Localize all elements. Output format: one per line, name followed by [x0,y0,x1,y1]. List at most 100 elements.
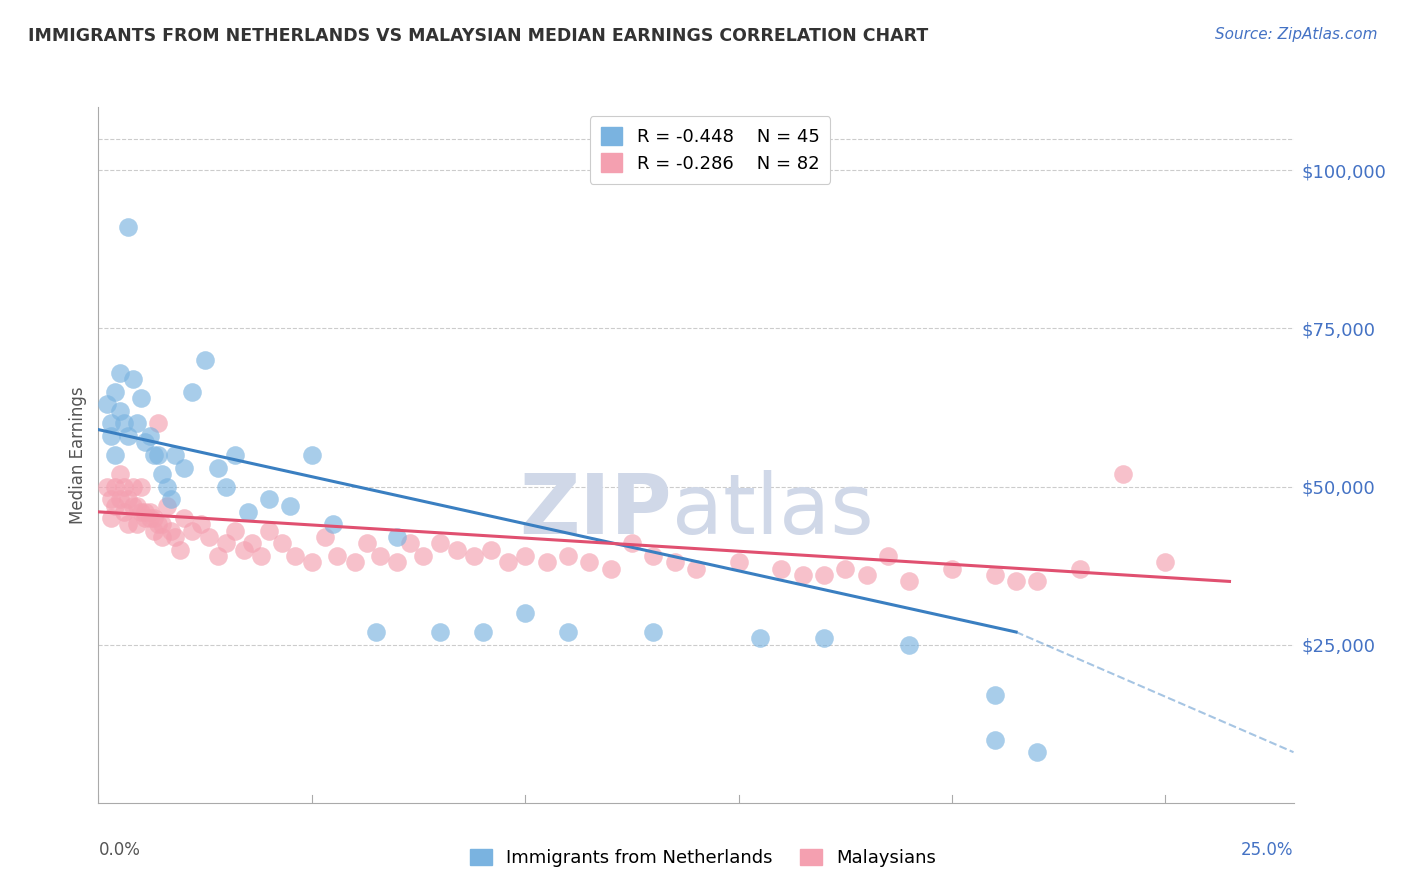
Point [96,479,118,493]
Point [412,549,434,563]
Point [280,499,302,513]
Point [1154,556,1177,570]
Point [257,524,280,538]
Point [1112,467,1135,481]
Point [557,549,579,563]
Point [941,562,963,576]
Point [685,562,707,576]
Point [1069,562,1091,576]
Point [557,625,579,640]
Point [496,556,519,570]
Point [138,505,160,519]
Point [813,632,835,646]
Legend: Immigrants from Netherlands, Malaysians: Immigrants from Netherlands, Malaysians [463,841,943,874]
Point [343,556,366,570]
Point [134,511,156,525]
Point [138,429,160,443]
Point [207,460,229,475]
Point [429,536,451,550]
Point [620,536,643,550]
Point [112,417,135,431]
Point [194,353,217,368]
Point [148,417,170,431]
Point [165,448,187,462]
Point [125,517,148,532]
Point [664,556,686,570]
Point [160,524,183,538]
Point [108,403,131,417]
Point [100,429,122,443]
Point [134,505,156,519]
Point [121,479,143,493]
Point [984,688,1007,702]
Point [190,517,212,532]
Point [385,530,409,544]
Point [108,366,131,380]
Point [215,479,238,493]
Point [198,530,221,544]
Point [322,517,344,532]
Point [314,530,336,544]
Point [160,492,183,507]
Point [129,505,152,519]
Point [301,448,323,462]
Point [249,549,271,563]
Point [142,524,165,538]
Point [152,517,174,532]
Point [236,505,259,519]
Point [399,536,422,550]
Point [207,549,229,563]
Point [224,524,246,538]
Point [1026,745,1049,759]
Point [117,429,139,443]
Point [1026,574,1049,589]
Point [129,479,152,493]
Point [479,542,502,557]
Point [104,479,127,493]
Y-axis label: Median Earnings: Median Earnings [69,386,87,524]
Point [104,384,127,399]
Point [257,492,280,507]
Text: 0.0%: 0.0% [98,841,141,859]
Point [152,467,174,481]
Point [173,511,195,525]
Point [271,536,294,550]
Point [356,536,378,550]
Point [117,517,139,532]
Point [121,372,143,386]
Text: atlas: atlas [672,470,873,551]
Point [578,556,600,570]
Point [112,505,135,519]
Point [156,499,179,513]
Point [326,549,349,563]
Point [104,499,127,513]
Point [96,397,118,411]
Text: 25.0%: 25.0% [1241,841,1294,859]
Point [232,542,254,557]
Point [855,568,877,582]
Point [898,574,921,589]
Point [108,467,131,481]
Point [301,556,323,570]
Point [364,625,387,640]
Point [1005,574,1028,589]
Point [463,549,485,563]
Point [125,499,148,513]
Point [284,549,307,563]
Point [643,625,665,640]
Point [108,492,131,507]
Point [165,530,187,544]
Point [156,479,179,493]
Point [181,384,204,399]
Point [169,542,191,557]
Point [148,517,170,532]
Point [515,606,537,620]
Point [727,556,749,570]
Point [129,391,152,405]
Point [138,511,160,525]
Point [536,556,558,570]
Point [100,511,122,525]
Point [125,417,148,431]
Point [749,632,772,646]
Point [984,732,1007,747]
